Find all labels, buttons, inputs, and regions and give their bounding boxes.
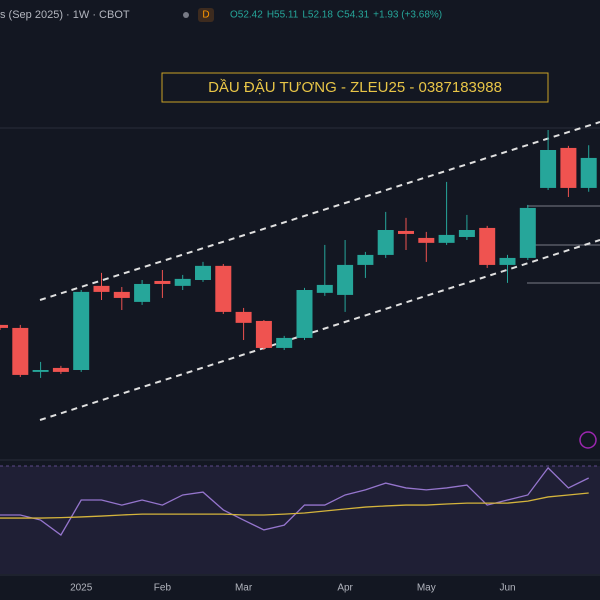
candle-body: [93, 285, 110, 292]
candle-body: [276, 337, 293, 348]
badge-box: [198, 8, 214, 22]
candle-body: [540, 150, 557, 188]
candle-body: [154, 280, 171, 284]
candle-body: [52, 367, 69, 372]
x-tick-label: Jun: [499, 583, 515, 594]
candle-body: [479, 227, 496, 265]
candle-body: [32, 370, 49, 372]
candle-body: [418, 237, 435, 243]
candle-body: [73, 291, 90, 370]
ohlc-value: L52.18: [302, 10, 333, 21]
candle-body: [235, 311, 252, 323]
candle-body: [296, 290, 313, 338]
candle-body: [398, 230, 414, 234]
candle-body: [134, 283, 151, 302]
x-tick-label: Feb: [154, 583, 172, 594]
x-tick-label: Apr: [337, 583, 353, 594]
candle-body: [174, 278, 191, 286]
badge: D: [202, 10, 209, 21]
alert-icon: [579, 431, 597, 449]
ohlc: O52.42 H55.11 L52.18 C54.31 +1.93 (+3.68%): [230, 10, 442, 21]
candle-body: [195, 265, 211, 280]
eye-icon: [183, 12, 189, 18]
indicator-line: [0, 492, 589, 519]
x-tick-label: 2025: [70, 583, 93, 594]
candle-body: [519, 207, 536, 258]
candle-body: [377, 230, 394, 255]
candle-body: [560, 147, 577, 188]
ohlc-value: C54.31: [337, 10, 370, 21]
ohlc-value: +1.93 (+3.68%): [373, 10, 442, 21]
x-tick-label: May: [417, 583, 436, 594]
candle-body: [337, 264, 354, 295]
candle-body: [316, 284, 333, 293]
ohlc-value: H55.11: [267, 10, 299, 21]
candle-body: [438, 234, 455, 243]
candle-body: [499, 257, 516, 265]
ohlc-value: O52.42: [230, 10, 263, 21]
symbol-title: s (Sep 2025) · 1W · CBOT: [0, 9, 130, 21]
indicator-band: [0, 466, 600, 574]
chart-title: DẦU ĐẬU TƯƠNG - ZLEU25 - 0387183988: [208, 79, 502, 96]
candle-body: [458, 230, 475, 237]
candle-body: [580, 157, 597, 188]
indicator-line: [0, 466, 589, 536]
x-tick-label: Mar: [235, 583, 253, 594]
candle-body: [357, 254, 374, 265]
candle-body: [113, 291, 130, 298]
candle-body: [255, 320, 272, 348]
title-box: [161, 72, 549, 103]
candle-body: [12, 327, 29, 375]
candle-body: [0, 324, 8, 328]
channel-line: [39, 121, 600, 301]
candle-body: [215, 265, 232, 312]
